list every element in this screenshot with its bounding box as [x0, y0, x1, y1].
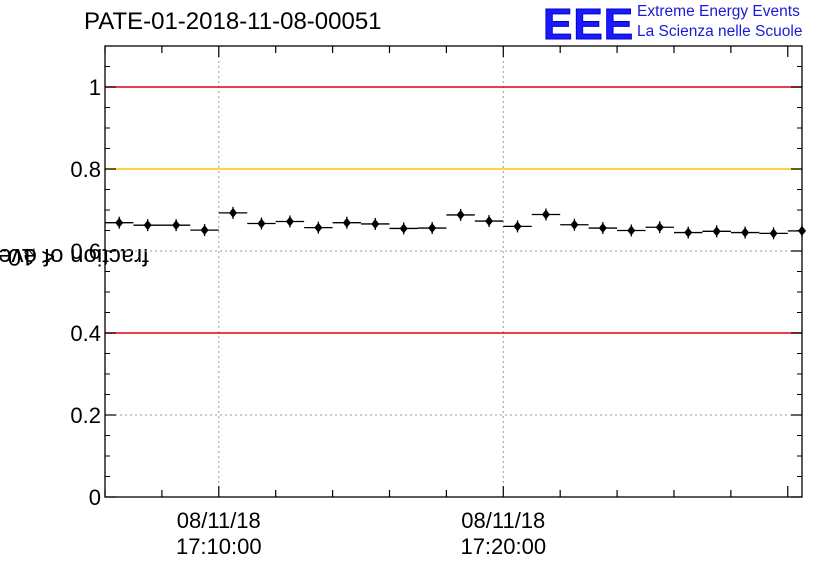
eee-logo: EEE [542, 0, 635, 49]
data-point [513, 221, 522, 232]
data-point [598, 223, 607, 234]
data-point [314, 222, 323, 233]
data-point [257, 218, 266, 229]
data-point [541, 209, 550, 220]
data-point [769, 228, 778, 239]
data-point [741, 227, 750, 238]
data-point [570, 219, 579, 230]
data-point [285, 216, 294, 227]
x-tick-date: 08/11/18 [461, 508, 546, 533]
data-point [399, 223, 408, 234]
data-point [712, 226, 721, 237]
y-tick-label: 0.2 [70, 403, 101, 428]
plot-frame [104, 45, 803, 498]
data-point [342, 217, 351, 228]
x-tick-date: 08/11/18 [176, 508, 261, 533]
data-point [428, 223, 437, 234]
logo-line-2: La Scienza nelle Scuole [637, 23, 803, 40]
data-point [684, 227, 693, 238]
data-point [485, 216, 494, 227]
logo-line-1: Extreme Energy Events [637, 3, 800, 20]
data-point [798, 225, 806, 236]
data-point [143, 220, 152, 231]
x-tick-time: 17:10:00 [175, 534, 262, 559]
data-point [172, 220, 181, 231]
data-point [200, 225, 209, 236]
data-point [627, 225, 636, 236]
y-tick-label: 0.8 [70, 157, 101, 182]
y-tick-label: 1 [89, 75, 101, 100]
x-tick-time: 17:20:00 [460, 534, 547, 559]
y-tick-label: 0.6 [70, 239, 101, 264]
data-point [115, 217, 124, 228]
logo-caption: Extreme Energy Events La Scienza nelle S… [637, 2, 802, 42]
data-point [229, 207, 238, 218]
y-tick-label: 0 [89, 485, 101, 510]
x-tick-label: 08/11/18 17:20:00 [460, 508, 546, 560]
data-point [371, 218, 380, 229]
y-tick-label: 0.4 [70, 321, 101, 346]
chart-title: PATE-01-2018-11-08-00051 [84, 8, 382, 35]
x-tick-label: 08/11/18 17:10:00 [176, 508, 262, 560]
data-point [655, 222, 664, 233]
data-point [456, 209, 465, 220]
